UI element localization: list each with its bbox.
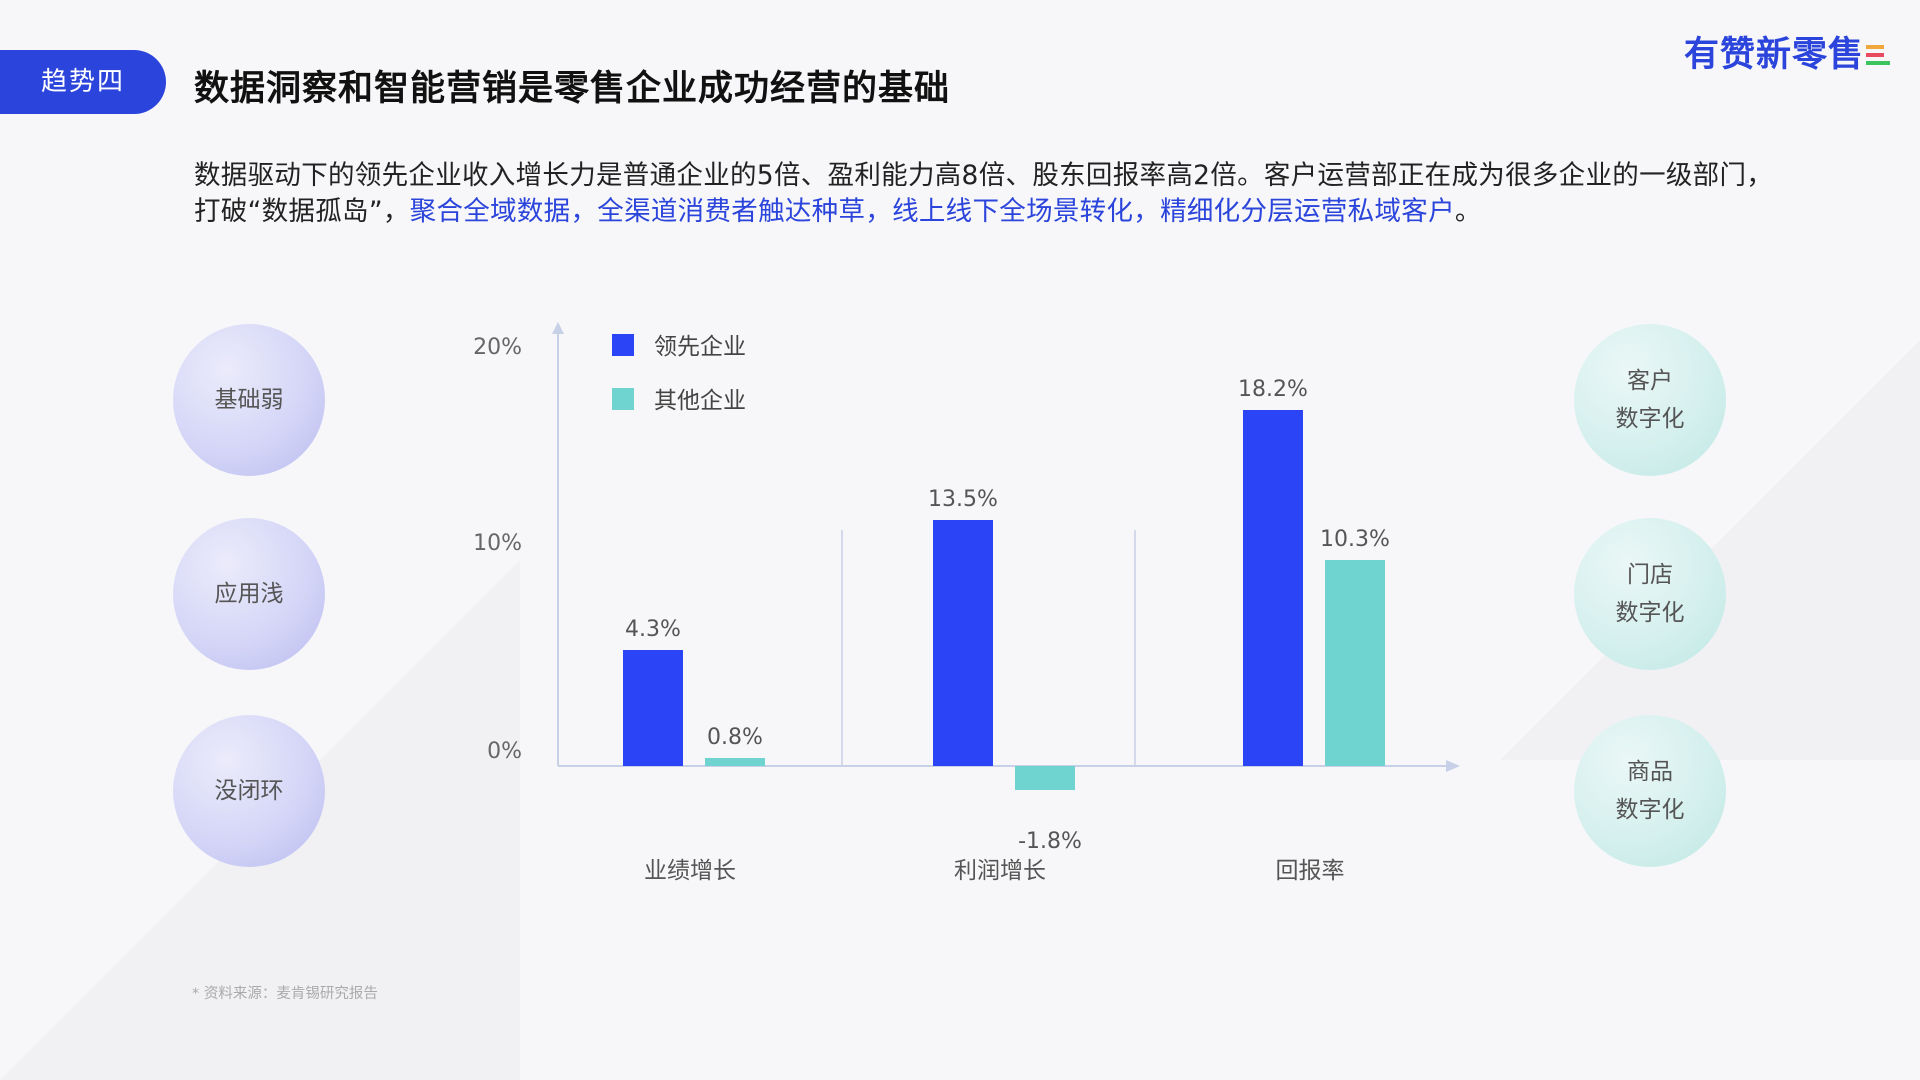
source-note: * 资料来源：麦肯锡研究报告 [192, 986, 378, 1002]
brand-bar-red [1866, 53, 1884, 57]
circle-shallow-application: 应用浅 [173, 518, 325, 670]
y-tick-label: 10% [473, 531, 522, 556]
data-label: 18.2% [1238, 377, 1308, 402]
brand-logo: 有赞新零售 [1683, 28, 1890, 75]
data-label: 0.8% [707, 725, 763, 750]
brand-bars-icon [1866, 45, 1890, 65]
bar-leader [1243, 410, 1303, 766]
circle-label-line1: 门店 [1627, 562, 1673, 588]
data-label: 13.5% [928, 487, 998, 512]
circle-label: 基础弱 [214, 387, 284, 413]
description: 数据驱动下的领先企业收入增长力是普通企业的5倍、盈利能力高8倍、股东回报率高2倍… [194, 158, 1774, 230]
legend-swatch [612, 388, 634, 410]
category-label: 回报率 [1276, 858, 1345, 884]
brand-text: 有赞新零售 [1683, 34, 1864, 75]
data-label: 4.3% [625, 617, 681, 642]
circle-label-line2: 数字化 [1615, 600, 1685, 626]
bar-leader [623, 650, 683, 766]
circle-label-line2: 数字化 [1615, 406, 1685, 432]
data-label: 10.3% [1320, 527, 1390, 552]
circle-label-line1: 客户 [1627, 368, 1673, 394]
trend-tag: 趋势四 [0, 50, 166, 114]
brand-bar-orange [1866, 45, 1884, 49]
data-label: -1.8% [1018, 829, 1082, 854]
y-axis-arrow [552, 322, 564, 334]
circle-label-line2: 数字化 [1615, 797, 1685, 823]
description-highlight: 聚合全域数据，全渠道消费者触达种草，线上线下全场景转化，精细化分层运营私域客户 [409, 196, 1455, 227]
bar-others [1015, 766, 1075, 790]
circle-label: 应用浅 [214, 581, 284, 607]
y-tick-label: 0% [487, 739, 522, 764]
bar-others [1325, 560, 1385, 766]
circle-weak-foundation: 基础弱 [173, 324, 325, 476]
x-axis-arrow [1446, 760, 1460, 772]
circle-product-digitization: 商品 数字化 [1574, 715, 1726, 867]
description-end: 。 [1454, 196, 1482, 227]
page-title: 数据洞察和智能营销是零售企业成功经营的基础 [194, 69, 951, 109]
circle-label: 没闭环 [214, 778, 284, 804]
bar-leader [933, 520, 993, 766]
brand-bar-green [1866, 61, 1890, 65]
category-label: 业绩增长 [644, 858, 736, 884]
legend-swatch [612, 334, 634, 356]
legend-label: 领先企业 [654, 334, 746, 360]
category-label: 利润增长 [954, 858, 1046, 884]
y-tick-label: 20% [473, 335, 522, 360]
circle-label-line1: 商品 [1627, 759, 1673, 785]
circle-store-digitization: 门店 数字化 [1574, 518, 1726, 670]
circle-customer-digitization: 客户 数字化 [1574, 324, 1726, 476]
legend-label: 其他企业 [654, 388, 746, 414]
bar-others [705, 758, 765, 766]
description-text: 数据驱动下的领先企业收入增长力是普通企业的5倍、盈利能力高8倍、股东回报率高2倍… [194, 160, 1774, 227]
circle-no-closed-loop: 没闭环 [173, 715, 325, 867]
